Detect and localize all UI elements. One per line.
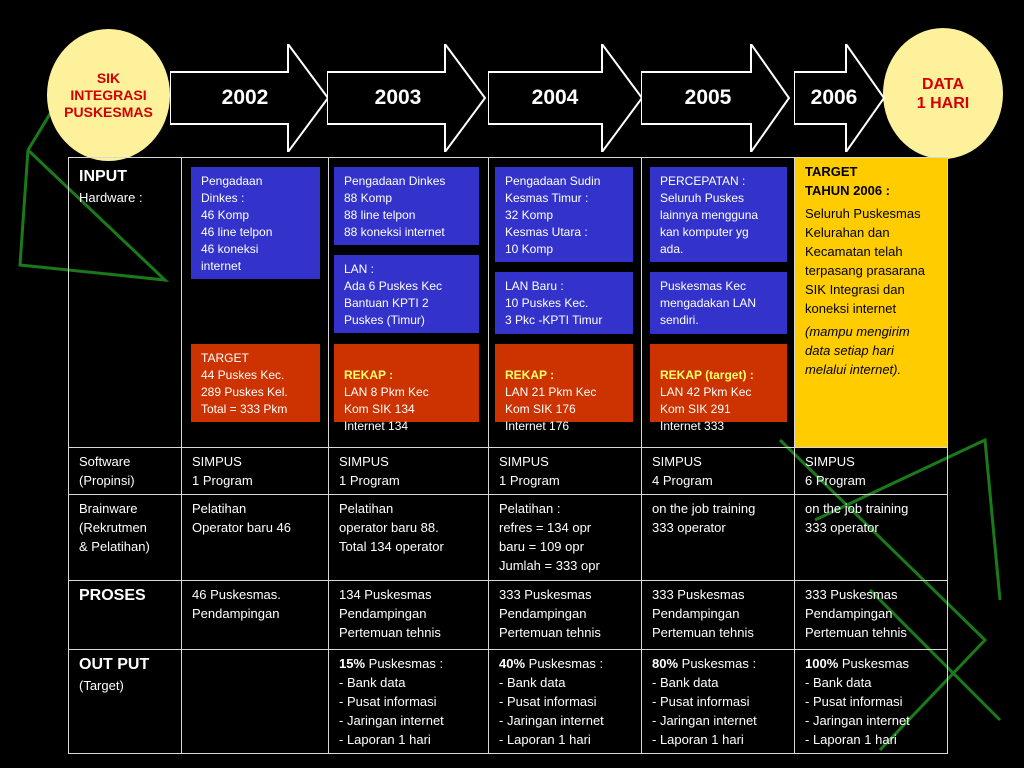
year-label: 2003	[374, 86, 422, 109]
row-label-input: INPUT Hardware :	[68, 157, 182, 448]
rekap-body: LAN 8 Pkm Kec Kom SIK 134 Internet 134	[344, 385, 429, 433]
lan-box-2005: Puskesmas Kec mengadakan LAN sendiri.	[650, 272, 787, 334]
brainware-2002: Pelatihan Operator baru 46	[181, 494, 329, 581]
table-row-input: INPUT Hardware : Pengadaan Dinkes : 46 K…	[68, 157, 948, 448]
proses-2006: 333 Puskesmas Pendampingan Pertemuan teh…	[794, 580, 948, 650]
target-title: TARGET	[805, 164, 858, 179]
rekap-heading: REKAP (target) :	[660, 368, 754, 382]
software-2003: SIMPUS 1 Program	[328, 447, 489, 495]
target-box-2002: TARGET 44 Puskes Kec. 289 Puskes Kel. To…	[191, 344, 320, 422]
input-2003: Pengadaan Dinkes 88 Komp 88 line telpon …	[328, 157, 489, 448]
lan-box-2004: LAN Baru : 10 Puskes Kec. 3 Pkc -KPTI Ti…	[495, 272, 633, 334]
year-arrow-2002: 2002	[170, 44, 330, 152]
target-note: (mampu mengirim data setiap hari melalui…	[805, 324, 910, 377]
proses-2003: 134 Puskesmas Pendampingan Pertemuan teh…	[328, 580, 489, 650]
software-2006: SIMPUS 6 Program	[794, 447, 948, 495]
table-row-software: Software (Propinsi) SIMPUS 1 Program SIM…	[68, 447, 948, 495]
rekap-heading: REKAP :	[344, 368, 394, 382]
brainware-2005: on the job training 333 operator	[641, 494, 795, 581]
year-arrow-2005: 2005	[641, 44, 791, 152]
proses-2005: 333 Puskesmas Pendampingan Pertemuan teh…	[641, 580, 795, 650]
brainware-2004: Pelatihan : refres = 134 opr baru = 109 …	[488, 494, 642, 581]
year-arrow-2006: 2006	[794, 44, 886, 152]
input-2004: Pengadaan Sudin Kesmas Timur : 32 Komp K…	[488, 157, 642, 448]
target-2006: TARGET TAHUN 2006 : Seluruh Puskesmas Ke…	[794, 157, 948, 448]
year-arrow-2004: 2004	[488, 44, 644, 152]
rekap-box-2003: REKAP : LAN 8 Pkm Kec Kom SIK 134 Interne…	[334, 344, 479, 433]
row-label-proses: PROSES	[68, 580, 182, 650]
output-2004: 40% Puskesmas : - Bank data - Pusat info…	[488, 649, 642, 754]
hardware-box-2004: Pengadaan Sudin Kesmas Timur : 32 Komp K…	[495, 167, 633, 262]
rekap-box-2004: REKAP : LAN 21 Pkm Kec Kom SIK 176 Intern…	[495, 344, 633, 433]
software-2005: SIMPUS 4 Program	[641, 447, 795, 495]
data-1-hari-circle: DATA 1 HARI	[883, 28, 1003, 159]
year-label: 2006	[810, 86, 858, 109]
year-arrow-2003: 2003	[327, 44, 487, 152]
brainware-2006: on the job training 333 operator	[794, 494, 948, 581]
output-2006: 100% Puskesmas - Bank data - Pusat infor…	[794, 649, 948, 754]
software-2002: SIMPUS 1 Program	[181, 447, 329, 495]
software-2004: SIMPUS 1 Program	[488, 447, 642, 495]
rekap-heading: REKAP :	[505, 368, 555, 382]
timeline-table: INPUT Hardware : Pengadaan Dinkes : 46 K…	[68, 157, 948, 754]
brainware-2003: Pelatihan operator baru 88. Total 134 op…	[328, 494, 489, 581]
output-2003: 15% Puskesmas : - Bank data - Pusat info…	[328, 649, 489, 754]
percepatan-box-2005: PERCEPATAN : Seluruh Puskes lainnya meng…	[650, 167, 787, 262]
input-2002: Pengadaan Dinkes : 46 Komp 46 line telpo…	[181, 157, 329, 448]
table-row-output: OUT PUT (Target) 15% Puskesmas : - Bank …	[68, 649, 948, 754]
sik-integrasi-circle: SIK INTEGRASI PUSKESMAS	[47, 29, 170, 161]
output-2005: 80% Puskesmas : - Bank data - Pusat info…	[641, 649, 795, 754]
target-body: Seluruh Puskesmas Kelurahan dan Kecamata…	[805, 206, 925, 316]
rekap-body: LAN 21 Pkm Kec Kom SIK 176 Internet 176	[505, 385, 597, 433]
row-label-brainware: Brainware (Rekrutmen & Pelatihan)	[68, 494, 182, 581]
table-row-brainware: Brainware (Rekrutmen & Pelatihan) Pelati…	[68, 494, 948, 581]
hardware-box-2002: Pengadaan Dinkes : 46 Komp 46 line telpo…	[191, 167, 320, 279]
row-subtitle: Hardware :	[79, 190, 143, 205]
row-label-software: Software (Propinsi)	[68, 447, 182, 495]
hardware-box-2003: Pengadaan Dinkes 88 Komp 88 line telpon …	[334, 167, 479, 245]
output-2002	[181, 649, 329, 754]
year-label: 2005	[684, 86, 732, 109]
table-row-proses: PROSES 46 Puskesmas. Pendampingan 134 Pu…	[68, 580, 948, 650]
lan-box-2003: LAN : Ada 6 Puskes Kec Bantuan KPTI 2 Pu…	[334, 255, 479, 333]
rekap-body: LAN 42 Pkm Kec Kom SIK 291 Internet 333	[660, 385, 752, 433]
proses-2002: 46 Puskesmas. Pendampingan	[181, 580, 329, 650]
rekap-box-2005: REKAP (target) : LAN 42 Pkm Kec Kom SIK 2…	[650, 344, 787, 433]
row-title: INPUT	[79, 168, 127, 185]
target-year: TAHUN 2006 :	[805, 183, 891, 198]
row-label-output: OUT PUT (Target)	[68, 649, 182, 754]
proses-2004: 333 Puskesmas Pendampingan Pertemuan teh…	[488, 580, 642, 650]
year-label: 2004	[531, 86, 579, 109]
input-2005: PERCEPATAN : Seluruh Puskes lainnya meng…	[641, 157, 795, 448]
year-label: 2002	[221, 86, 269, 109]
